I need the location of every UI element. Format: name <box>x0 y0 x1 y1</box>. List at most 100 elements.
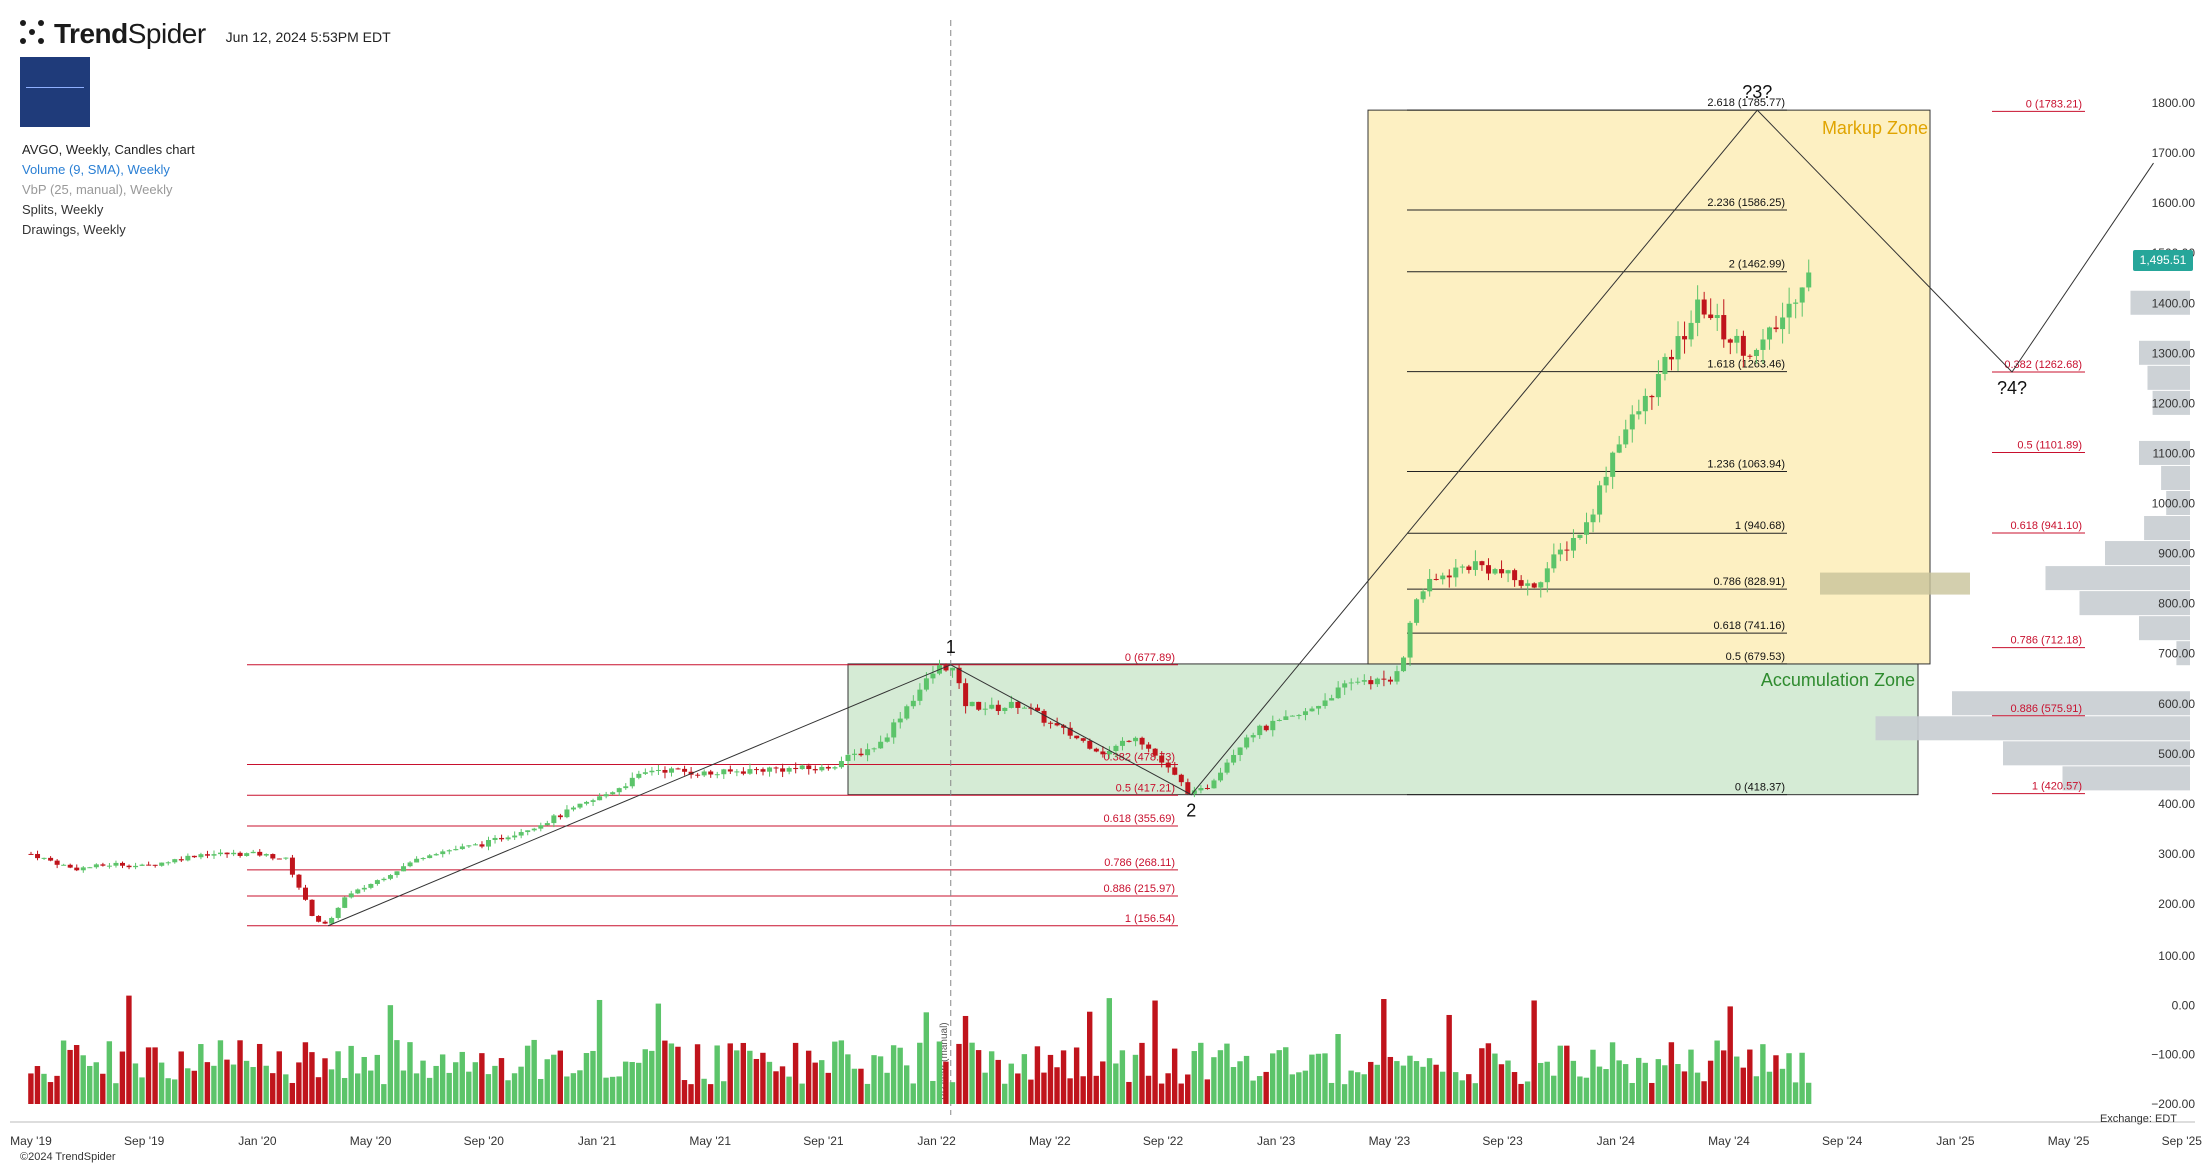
volume-bar <box>629 1062 635 1104</box>
legend-volume[interactable]: Volume (9, SMA), Weekly <box>22 162 170 177</box>
volume-bar <box>832 1041 838 1104</box>
candle <box>1008 701 1014 708</box>
fib-lower-label: 0.886 (215.97) <box>1103 883 1175 895</box>
y-tick-label: 1000.00 <box>2152 497 2196 511</box>
candle <box>1459 566 1465 568</box>
volume-bar <box>139 1077 145 1104</box>
volume-bar <box>60 1040 67 1104</box>
volume-bar <box>1459 1080 1465 1104</box>
x-tick-label: Sep '21 <box>803 1134 844 1148</box>
exchange-label: Exchange: EDT <box>2099 1113 2177 1125</box>
volume-bar <box>590 1050 596 1104</box>
candle <box>1570 537 1576 551</box>
accumulation-zone-label: Accumulation Zone <box>1761 670 1915 690</box>
volume-bar <box>1093 1075 1099 1104</box>
volume-bar <box>884 1072 890 1104</box>
volume-bar <box>1034 1046 1041 1104</box>
volume-bar <box>1165 1073 1171 1104</box>
candle <box>211 854 217 856</box>
candle <box>126 865 132 868</box>
volume-bar <box>126 995 132 1104</box>
volume-bar <box>283 1074 289 1104</box>
volume-bar <box>505 1080 511 1104</box>
volume-bar <box>145 1047 152 1104</box>
candle <box>682 768 688 772</box>
candle <box>695 774 701 776</box>
candle <box>1191 790 1197 794</box>
candle <box>518 832 524 836</box>
candle <box>1590 514 1596 523</box>
legend-drawings[interactable]: Drawings, Weekly <box>22 222 126 237</box>
volume-bar <box>472 1062 479 1104</box>
candle <box>348 893 354 898</box>
volume-bar <box>871 1055 877 1104</box>
candle <box>1780 317 1786 330</box>
volume-bar <box>41 1073 47 1104</box>
volume-bar <box>1479 1048 1485 1104</box>
candle <box>819 766 825 771</box>
candle <box>1747 355 1753 357</box>
volume-bar <box>466 1071 472 1104</box>
volume-bar <box>720 1081 727 1104</box>
volume-bar <box>1328 1082 1335 1104</box>
candle <box>1557 549 1563 555</box>
volume-bar <box>740 1042 747 1104</box>
volume-bar <box>688 1084 694 1104</box>
candle <box>1002 707 1008 711</box>
candle <box>858 753 864 756</box>
candle <box>387 875 393 879</box>
volume-bar <box>1564 1045 1570 1104</box>
candle <box>910 700 916 707</box>
candle <box>1740 335 1746 356</box>
volume-bar <box>1583 1077 1590 1104</box>
x-tick-label: Sep '23 <box>1482 1134 1523 1148</box>
volume-bar <box>1792 1082 1799 1104</box>
legend-splits[interactable]: Splits, Weekly <box>22 202 104 217</box>
volume-bar <box>1270 1053 1276 1104</box>
volume-bar <box>73 1045 80 1104</box>
volume-bar <box>975 1050 982 1104</box>
fib-right-label: 0.886 (575.91) <box>2010 703 2082 715</box>
candle <box>1420 591 1426 600</box>
volume-bar <box>917 1042 923 1104</box>
volume-bar <box>1629 1082 1635 1104</box>
volume-bar <box>1368 1061 1374 1104</box>
volume-bar <box>779 1066 786 1104</box>
legend-vbp[interactable]: VbP (25, manual), Weekly <box>22 182 173 197</box>
volume-bar <box>642 1049 648 1104</box>
candle <box>1368 680 1374 685</box>
candle <box>1577 534 1583 538</box>
fib-lower-label: 0 (677.89) <box>1125 652 1175 664</box>
volume-tick-label: 0.00 <box>2172 998 2196 1012</box>
volume-bar <box>1086 1011 1093 1104</box>
candle <box>838 761 844 768</box>
candle <box>433 854 439 856</box>
candle <box>1564 549 1570 551</box>
volume-bar <box>1113 1063 1119 1104</box>
volume-bar <box>1002 1083 1008 1104</box>
candle <box>845 754 851 762</box>
volume-bar <box>67 1049 73 1104</box>
candle <box>67 864 73 868</box>
candle <box>825 766 831 769</box>
candle <box>185 855 191 861</box>
legend-main[interactable]: AVGO, Weekly, Candles chart <box>22 142 195 157</box>
candle <box>806 765 812 770</box>
volume-bar <box>479 1053 485 1104</box>
fib-lower-label: 1 (156.54) <box>1125 913 1175 925</box>
volume-bar <box>198 1044 204 1104</box>
symbol-thumbnail <box>20 57 90 127</box>
candle <box>1485 565 1491 574</box>
candle <box>832 767 838 769</box>
candle <box>257 851 263 856</box>
candle <box>303 887 309 900</box>
volume-bar <box>1145 1075 1152 1104</box>
candle <box>1080 738 1086 741</box>
volume-bar <box>825 1072 831 1104</box>
vbp-poc-bar <box>1820 572 1970 595</box>
volume-bar <box>276 1051 282 1104</box>
volume-bar <box>1760 1044 1766 1104</box>
volume-bar <box>34 1066 41 1104</box>
volume-bar <box>1067 1078 1073 1104</box>
